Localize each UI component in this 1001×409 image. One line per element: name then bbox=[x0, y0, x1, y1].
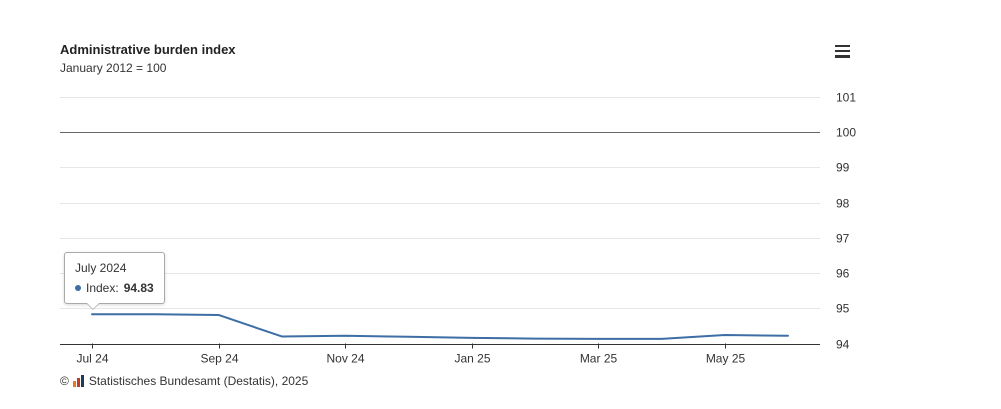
x-axis-label: Sep 24 bbox=[200, 352, 238, 366]
chart-credits: © Statistisches Bundesamt (Destatis), 20… bbox=[60, 374, 308, 388]
tooltip-series-marker bbox=[75, 285, 81, 291]
y-axis-label: 101 bbox=[836, 91, 856, 105]
x-axis-label: Mar 25 bbox=[580, 352, 618, 366]
credits-text: Statistisches Bundesamt (Destatis), 2025 bbox=[88, 374, 309, 388]
y-axis-label: 98 bbox=[836, 197, 850, 211]
tooltip: July 2024 Index: 94.83 bbox=[64, 252, 165, 310]
y-axis-label: 99 bbox=[836, 161, 850, 175]
y-axis-label: 94 bbox=[836, 338, 850, 352]
chart-subtitle: January 2012 = 100 bbox=[60, 61, 167, 75]
hamburger-menu-icon bbox=[835, 44, 852, 58]
y-axis-label: 100 bbox=[836, 126, 856, 140]
y-axis-label: 95 bbox=[836, 302, 850, 316]
copyright-symbol: © bbox=[60, 374, 69, 388]
x-axis-label: Jul 24 bbox=[76, 352, 108, 366]
tooltip-series-label: Index: bbox=[86, 281, 119, 295]
x-axis-label: Nov 24 bbox=[326, 352, 364, 366]
tooltip-value: 94.83 bbox=[123, 281, 154, 295]
x-axis-label: May 25 bbox=[706, 352, 746, 366]
tooltip-series-row: Index: 94.83 bbox=[75, 281, 154, 295]
chart-menu-button[interactable] bbox=[835, 44, 852, 58]
chart-title: Administrative burden index bbox=[60, 42, 236, 57]
y-axis-label: 97 bbox=[836, 232, 850, 246]
series-line-index[interactable] bbox=[91, 313, 789, 340]
destatis-logo-icon bbox=[72, 375, 84, 387]
tooltip-date: July 2024 bbox=[75, 261, 127, 275]
x-axis-label: Jan 25 bbox=[454, 352, 490, 366]
y-axis-label: 96 bbox=[836, 267, 850, 281]
